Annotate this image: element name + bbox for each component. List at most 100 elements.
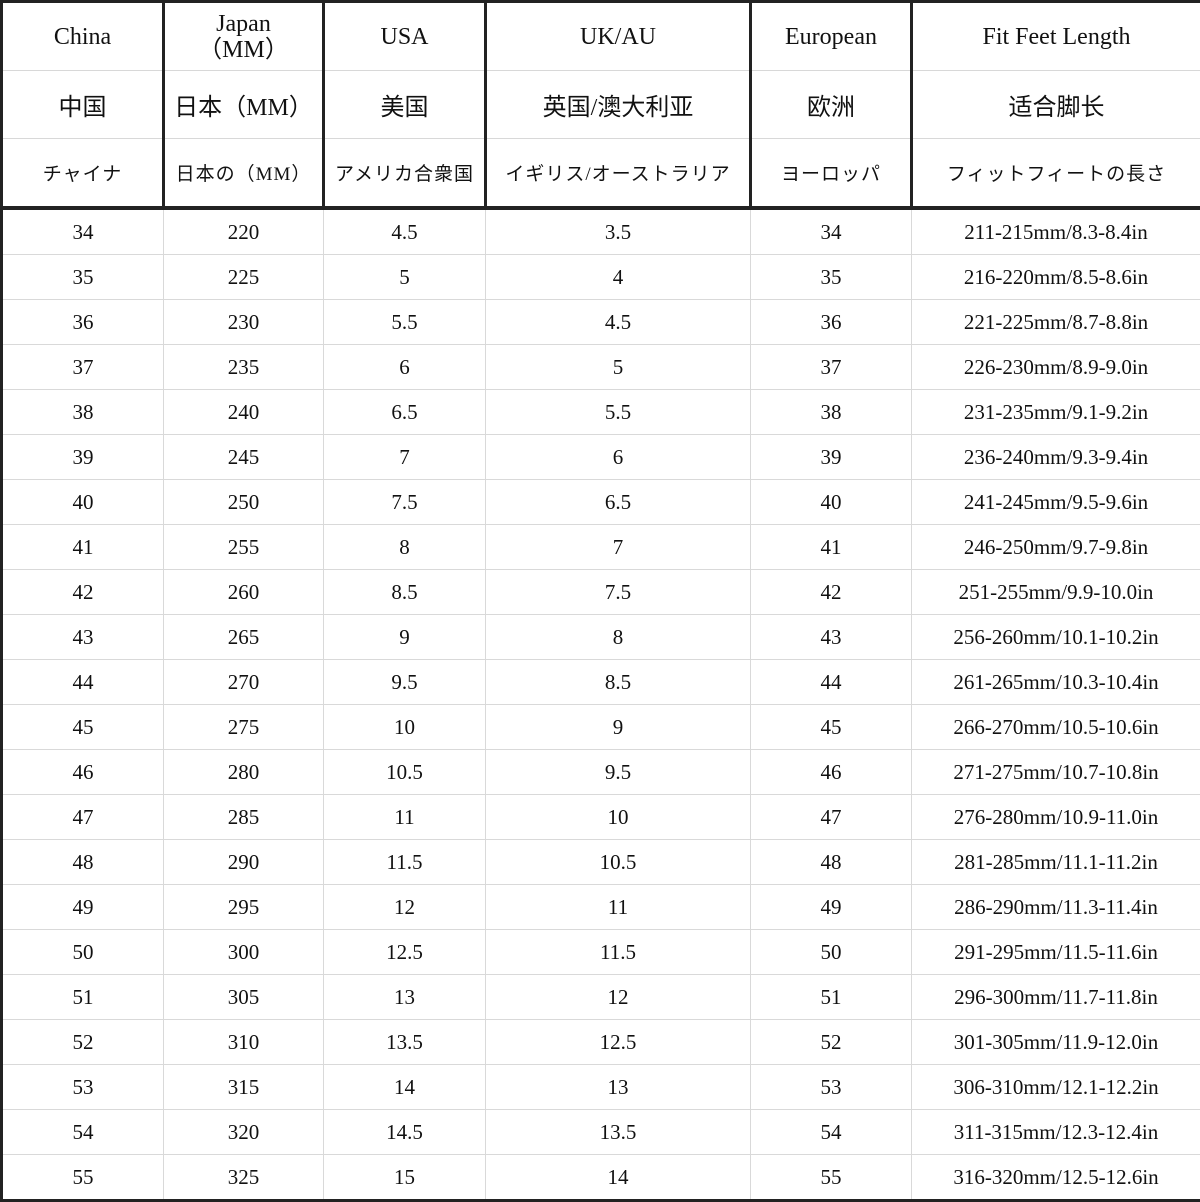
cell-usa: 13: [324, 975, 486, 1020]
cell-uk-au: 12: [486, 975, 751, 1020]
cell-usa: 14: [324, 1065, 486, 1110]
cell-european: 48: [751, 840, 912, 885]
header-european: European: [751, 2, 912, 71]
cell-japan-mm: 325: [164, 1155, 324, 1201]
cell-china: 47: [2, 795, 164, 840]
cell-fit-feet-length: 271-275mm/10.7-10.8in: [912, 750, 1200, 795]
cell-fit-feet-length: 221-225mm/8.7-8.8in: [912, 300, 1200, 345]
cell-fit-feet-length: 231-235mm/9.1-9.2in: [912, 390, 1200, 435]
cell-usa: 7.5: [324, 480, 486, 525]
cell-european: 36: [751, 300, 912, 345]
cell-fit-feet-length: 316-320mm/12.5-12.6in: [912, 1155, 1200, 1201]
cell-china: 41: [2, 525, 164, 570]
cell-china: 44: [2, 660, 164, 705]
cell-european: 46: [751, 750, 912, 795]
cell-usa: 10: [324, 705, 486, 750]
cell-china: 36: [2, 300, 164, 345]
cell-china: 45: [2, 705, 164, 750]
cell-uk-au: 3.5: [486, 208, 751, 255]
cell-china: 49: [2, 885, 164, 930]
cell-fit-feet-length: 311-315mm/12.3-12.4in: [912, 1110, 1200, 1155]
header-row-chinese: 中国日本（MM）美国英国/澳大利亚欧洲适合脚长: [2, 71, 1200, 139]
cell-european: 41: [751, 525, 912, 570]
cell-fit-feet-length: 281-285mm/11.1-11.2in: [912, 840, 1200, 885]
cell-china: 52: [2, 1020, 164, 1065]
cell-japan-mm: 245: [164, 435, 324, 480]
cell-usa: 14.5: [324, 1110, 486, 1155]
cell-uk-au: 9.5: [486, 750, 751, 795]
cell-usa: 13.5: [324, 1020, 486, 1065]
header-uk-au: イギリス/オーストラリア: [486, 139, 751, 209]
cell-china: 43: [2, 615, 164, 660]
cell-china: 38: [2, 390, 164, 435]
cell-european: 50: [751, 930, 912, 975]
cell-china: 53: [2, 1065, 164, 1110]
cell-fit-feet-length: 266-270mm/10.5-10.6in: [912, 705, 1200, 750]
cell-usa: 8: [324, 525, 486, 570]
cell-japan-mm: 235: [164, 345, 324, 390]
cell-fit-feet-length: 306-310mm/12.1-12.2in: [912, 1065, 1200, 1110]
header-china: China: [2, 2, 164, 71]
cell-european: 52: [751, 1020, 912, 1065]
cell-uk-au: 10.5: [486, 840, 751, 885]
cell-european: 45: [751, 705, 912, 750]
cell-usa: 9: [324, 615, 486, 660]
cell-china: 48: [2, 840, 164, 885]
cell-european: 38: [751, 390, 912, 435]
cell-fit-feet-length: 236-240mm/9.3-9.4in: [912, 435, 1200, 480]
cell-japan-mm: 230: [164, 300, 324, 345]
cell-china: 46: [2, 750, 164, 795]
cell-japan-mm: 250: [164, 480, 324, 525]
cell-uk-au: 5: [486, 345, 751, 390]
cell-usa: 7: [324, 435, 486, 480]
cell-japan-mm: 255: [164, 525, 324, 570]
cell-china: 39: [2, 435, 164, 480]
cell-uk-au: 6: [486, 435, 751, 480]
header-usa: USA: [324, 2, 486, 71]
header-usa: 美国: [324, 71, 486, 139]
cell-european: 47: [751, 795, 912, 840]
cell-japan-mm: 225: [164, 255, 324, 300]
cell-uk-au: 7: [486, 525, 751, 570]
cell-china: 35: [2, 255, 164, 300]
cell-fit-feet-length: 216-220mm/8.5-8.6in: [912, 255, 1200, 300]
cell-uk-au: 11: [486, 885, 751, 930]
header-european: ヨーロッパ: [751, 139, 912, 209]
cell-usa: 11: [324, 795, 486, 840]
cell-fit-feet-length: 276-280mm/10.9-11.0in: [912, 795, 1200, 840]
cell-fit-feet-length: 261-265mm/10.3-10.4in: [912, 660, 1200, 705]
cell-japan-mm: 315: [164, 1065, 324, 1110]
cell-usa: 9.5: [324, 660, 486, 705]
cell-usa: 4.5: [324, 208, 486, 255]
cell-uk-au: 7.5: [486, 570, 751, 615]
cell-fit-feet-length: 241-245mm/9.5-9.6in: [912, 480, 1200, 525]
cell-usa: 6.5: [324, 390, 486, 435]
cell-uk-au: 11.5: [486, 930, 751, 975]
cell-uk-au: 8.5: [486, 660, 751, 705]
header-china: チャイナ: [2, 139, 164, 209]
cell-fit-feet-length: 246-250mm/9.7-9.8in: [912, 525, 1200, 570]
cell-usa: 5: [324, 255, 486, 300]
cell-japan-mm: 300: [164, 930, 324, 975]
cell-european: 51: [751, 975, 912, 1020]
cell-european: 35: [751, 255, 912, 300]
cell-usa: 11.5: [324, 840, 486, 885]
cell-european: 42: [751, 570, 912, 615]
